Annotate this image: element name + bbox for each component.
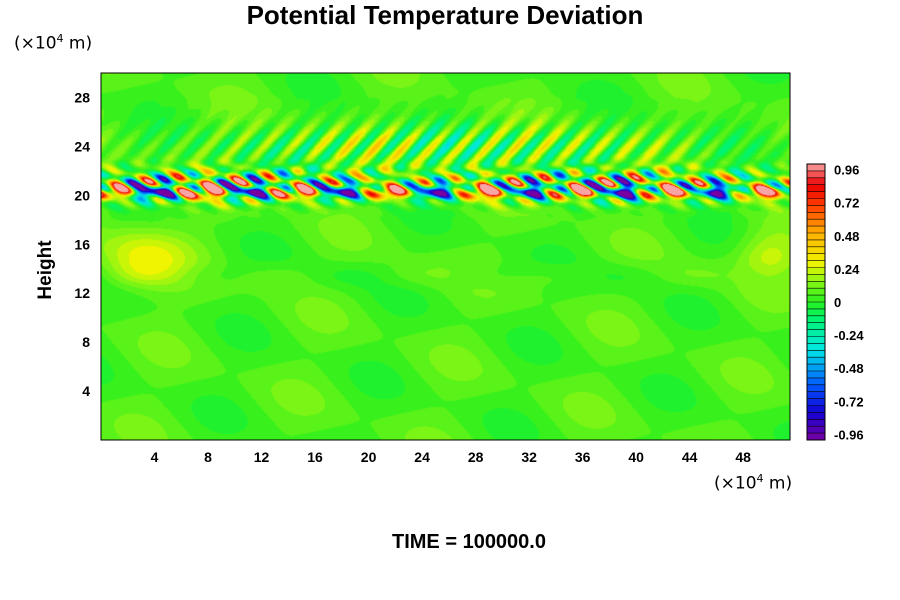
colorbar-segment	[807, 302, 825, 310]
x-tick-label: 12	[254, 449, 270, 465]
colorbar-segment	[807, 384, 825, 393]
colorbar-frame	[806, 163, 826, 441]
colorbar-segment	[807, 357, 825, 365]
colorbar-segment	[807, 267, 825, 275]
colorbar-segment	[807, 164, 825, 172]
x-tick-label: 4	[151, 449, 159, 465]
colorbar-segment	[807, 377, 825, 386]
colorbar-segment	[807, 364, 825, 372]
y-tick-label: 28	[74, 89, 90, 105]
colorbar-segment	[807, 433, 825, 441]
colorbar-segment	[807, 212, 825, 220]
colorbar-segment	[807, 336, 825, 344]
colorbar	[806, 163, 826, 441]
colorbar-segment	[807, 322, 825, 331]
colorbar-tick-label: -0.96	[834, 427, 864, 442]
chart-title: Potential Temperature Deviation	[246, 0, 644, 30]
y-axis-ticks: 4 8 12 16 20 24 28	[74, 89, 90, 399]
x-tick-label: 40	[628, 449, 644, 465]
colorbar-segment	[807, 281, 825, 289]
y-tick-label: 20	[74, 187, 90, 203]
colorbar-ticks: 0.96 0.72 0.48 0.24 0 -0.24 -0.48 -0.72 -0.96	[834, 163, 864, 443]
x-tick-label: 8	[204, 449, 212, 465]
colorbar-segment	[807, 295, 825, 303]
colorbar-segment	[807, 398, 825, 406]
colorbar-segment	[807, 191, 825, 199]
colorbar-tick-label: 0.72	[834, 196, 859, 211]
plot-frame	[100, 72, 791, 441]
x-tick-label: 48	[735, 449, 751, 465]
colorbar-segment	[807, 329, 825, 337]
x-axis-ticks: 4 8 12 16 20 24 28 32 36 40 44 48	[151, 449, 752, 465]
colorbar-segment	[807, 260, 825, 268]
colorbar-segment	[807, 391, 825, 400]
colorbar-segment	[807, 343, 825, 351]
colorbar-segment	[807, 177, 825, 186]
colorbar-segment	[807, 233, 825, 241]
y-tick-label: 16	[74, 236, 90, 252]
colorbar-segment	[807, 170, 825, 179]
colorbar-segment	[807, 419, 825, 427]
colorbar-segment	[807, 412, 825, 420]
x-tick-label: 36	[575, 449, 591, 465]
y-tick-label: 8	[82, 334, 90, 350]
x-tick-label: 16	[307, 449, 323, 465]
y-tick-label: 4	[82, 383, 90, 399]
colorbar-tick-label: 0.24	[834, 262, 860, 277]
colorbar-segment	[807, 246, 825, 255]
time-label: TIME = 100000.0	[392, 531, 546, 553]
colorbar-segment	[807, 184, 825, 193]
heatmap-field	[101, 73, 790, 440]
colorbar-segment	[807, 239, 825, 248]
x-tick-label: 28	[468, 449, 484, 465]
colorbar-tick-label: 0.48	[834, 229, 859, 244]
colorbar-tick-label: -0.24	[834, 328, 864, 343]
colorbar-segment	[807, 426, 825, 434]
x-tick-label: 32	[521, 449, 537, 465]
colorbar-tick-label: -0.48	[834, 361, 864, 376]
colorbar-segment	[807, 288, 825, 296]
colorbar-tick-label: -0.72	[834, 394, 864, 409]
colorbar-segment	[807, 405, 825, 413]
colorbar-tick-label: 0.96	[834, 163, 859, 178]
y-tick-label: 24	[74, 138, 90, 154]
colorbar-segment	[807, 371, 825, 379]
y-tick-label: 12	[74, 285, 90, 301]
x-axis-unit: (×104 m)	[714, 472, 793, 494]
colorbar-segment	[807, 219, 825, 227]
x-tick-label: 24	[414, 449, 430, 465]
colorbar-segment	[807, 205, 825, 213]
colorbar-segment	[807, 315, 825, 324]
colorbar-segment	[807, 253, 825, 262]
y-axis-unit: (×104 m)	[14, 32, 93, 54]
x-tick-label: 20	[361, 449, 377, 465]
x-tick-label: 44	[682, 449, 698, 465]
colorbar-segment	[807, 198, 825, 206]
colorbar-segment	[807, 274, 825, 282]
colorbar-segment	[807, 350, 825, 358]
colorbar-segment	[807, 308, 825, 317]
colorbar-tick-label: 0	[834, 295, 841, 310]
colorbar-segment	[807, 226, 825, 234]
